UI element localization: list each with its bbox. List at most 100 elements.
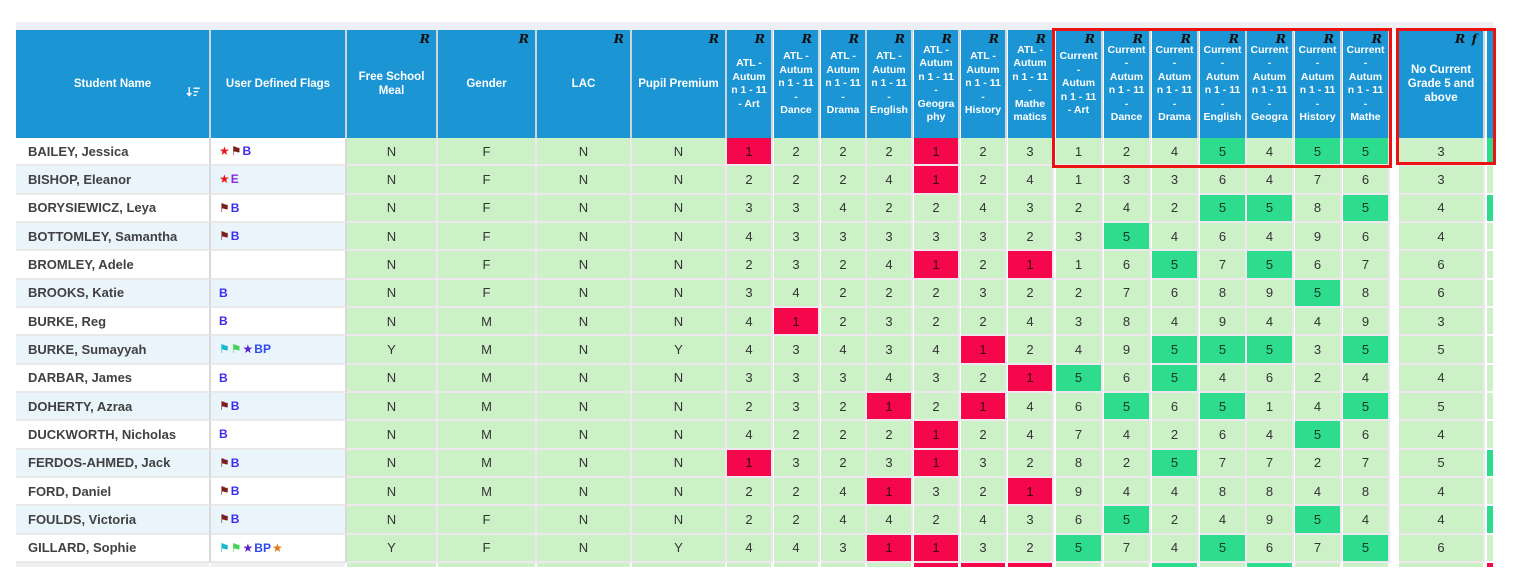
grade-cell[interactable]: 3 bbox=[1008, 506, 1054, 535]
grade-cell[interactable]: 4 bbox=[1104, 194, 1151, 223]
grade-cell[interactable]: 1 bbox=[1008, 364, 1054, 393]
grade-cell[interactable]: N bbox=[347, 166, 438, 195]
grade-cell[interactable]: 4 bbox=[1399, 194, 1485, 223]
grade-cell[interactable]: 2 bbox=[1056, 194, 1103, 223]
student-name-cell[interactable]: BAILEY, Jessica bbox=[16, 138, 211, 167]
grade-cell[interactable]: 6 bbox=[1343, 421, 1390, 450]
grade-cell[interactable]: 4 bbox=[1152, 307, 1199, 337]
column-header-atl_mathematics[interactable]: ATL - Autum n 1 - 11 - Mathe matics R bbox=[1008, 30, 1054, 138]
grade-cell[interactable]: 5 bbox=[1056, 534, 1103, 563]
grade-cell[interactable]: 2 bbox=[914, 194, 960, 223]
grade-cell[interactable]: 2 bbox=[1008, 449, 1054, 478]
column-header-current_drama[interactable]: Current - Autum n 1 - 11 - Drama R bbox=[1152, 30, 1199, 138]
user-flags-cell[interactable]: ⚑ B bbox=[211, 506, 347, 535]
grade-cell[interactable]: 4 bbox=[867, 364, 913, 393]
grade-cell[interactable]: 4 bbox=[821, 194, 867, 223]
grade-cell[interactable]: 2 bbox=[774, 166, 820, 195]
grade-cell[interactable]: 3 bbox=[961, 279, 1007, 308]
grade-cell[interactable]: 3 bbox=[961, 534, 1007, 563]
grade-cell[interactable]: 5 bbox=[1399, 449, 1485, 478]
grade-cell[interactable]: 6 bbox=[1247, 364, 1294, 393]
grade-cell[interactable]: 6 bbox=[1104, 251, 1151, 280]
grade-cell[interactable]: N bbox=[347, 138, 438, 167]
grade-cell[interactable]: N bbox=[632, 166, 727, 195]
grade-cell[interactable]: 4 bbox=[1008, 421, 1054, 450]
grade-cell[interactable]: 2 bbox=[961, 251, 1007, 280]
grade-cell[interactable]: F bbox=[438, 251, 537, 280]
grade-cell[interactable]: 4 bbox=[914, 336, 960, 365]
grade-cell[interactable]: 4 bbox=[727, 307, 773, 337]
grade-cell[interactable]: N bbox=[537, 336, 632, 365]
grade-cell[interactable]: 3 bbox=[867, 449, 913, 478]
column-header-current_art[interactable]: Current - Autum n 1 - 11 - Art R bbox=[1056, 30, 1103, 138]
grade-cell[interactable]: 2 bbox=[1008, 279, 1054, 308]
grade-cell[interactable]: F bbox=[438, 194, 537, 223]
grade-cell[interactable]: 7 bbox=[1200, 449, 1247, 478]
grade-cell[interactable]: 1 bbox=[867, 534, 913, 563]
column-header-atl_history[interactable]: ATL - Autum n 1 - 11 - History R bbox=[961, 30, 1007, 138]
grade-cell[interactable]: F bbox=[438, 279, 537, 308]
grade-cell[interactable]: 3 bbox=[1104, 166, 1151, 195]
grade-cell[interactable]: 2 bbox=[1295, 364, 1342, 393]
grade-cell[interactable]: 2 bbox=[1008, 534, 1054, 563]
grade-cell[interactable]: 9 bbox=[1295, 222, 1342, 252]
grade-cell[interactable]: 3 bbox=[774, 194, 820, 223]
grade-cell[interactable]: M bbox=[438, 307, 537, 337]
grade-cell[interactable]: N bbox=[537, 477, 632, 507]
grade-cell[interactable]: 1 bbox=[1247, 392, 1294, 422]
grade-cell[interactable]: 5 bbox=[1399, 336, 1485, 365]
grade-cell[interactable]: 3 bbox=[727, 194, 773, 223]
grade-cell[interactable]: 2 bbox=[867, 421, 913, 450]
grade-cell[interactable]: N bbox=[537, 534, 632, 563]
grade-cell[interactable]: 5 bbox=[1200, 194, 1247, 223]
grade-cell[interactable]: 2 bbox=[821, 392, 867, 422]
grade-cell[interactable]: 2 bbox=[821, 251, 867, 280]
grade-cell[interactable]: 2 bbox=[867, 138, 913, 167]
grade-cell[interactable]: 7 bbox=[1247, 449, 1294, 478]
grade-cell[interactable]: 6 bbox=[1200, 166, 1247, 195]
grade-cell[interactable]: 5 bbox=[1104, 222, 1151, 252]
grade-cell[interactable]: N bbox=[632, 449, 727, 478]
grade-cell[interactable]: 2 bbox=[914, 307, 960, 337]
grade-cell[interactable]: 6 bbox=[1295, 251, 1342, 280]
grade-cell[interactable]: 3 bbox=[1399, 138, 1485, 167]
grade-cell[interactable]: 2 bbox=[1104, 449, 1151, 478]
student-name-cell[interactable]: DARBAR, James bbox=[16, 364, 211, 393]
grade-cell[interactable]: N bbox=[632, 307, 727, 337]
grade-cell[interactable]: 6 bbox=[1343, 222, 1390, 252]
grade-cell[interactable]: N bbox=[632, 251, 727, 280]
grade-cell[interactable]: 2 bbox=[1056, 279, 1103, 308]
column-header-gender[interactable]: Gender R bbox=[438, 30, 537, 138]
grade-cell[interactable]: 5 bbox=[1399, 392, 1485, 422]
grade-cell[interactable]: 6 bbox=[1247, 534, 1294, 563]
grade-cell[interactable]: 4 bbox=[1399, 477, 1485, 507]
grade-cell[interactable]: 6 bbox=[1104, 364, 1151, 393]
grade-cell[interactable]: F bbox=[438, 222, 537, 252]
grade-cell[interactable]: 2 bbox=[1008, 336, 1054, 365]
grade-cell[interactable]: 4 bbox=[1399, 364, 1485, 393]
grade-cell[interactable]: 2 bbox=[1152, 421, 1199, 450]
grade-cell[interactable]: 1 bbox=[914, 138, 960, 167]
column-header-current_dance[interactable]: Current - Autum n 1 - 11 - Dance R bbox=[1104, 30, 1151, 138]
grade-cell[interactable]: Y bbox=[347, 336, 438, 365]
grade-cell[interactable]: 3 bbox=[821, 364, 867, 393]
student-name-cell[interactable]: BISHOP, Eleanor bbox=[16, 166, 211, 195]
grade-cell[interactable]: 4 bbox=[774, 279, 820, 308]
grade-cell[interactable]: 7 bbox=[1104, 279, 1151, 308]
grade-cell[interactable]: N bbox=[632, 138, 727, 167]
grade-cell[interactable]: 2 bbox=[867, 194, 913, 223]
grade-cell[interactable]: 2 bbox=[1295, 449, 1342, 478]
grade-cell[interactable]: N bbox=[537, 449, 632, 478]
grade-cell[interactable]: 5 bbox=[1343, 534, 1390, 563]
grade-cell[interactable]: 3 bbox=[727, 279, 773, 308]
column-header-atl_english[interactable]: ATL - Autum n 1 - 11 - English R bbox=[867, 30, 913, 138]
grade-cell[interactable]: Y bbox=[347, 534, 438, 563]
student-name-cell[interactable]: BURKE, Reg bbox=[16, 307, 211, 337]
grade-cell[interactable]: 5 bbox=[1104, 506, 1151, 535]
grade-cell[interactable]: 3 bbox=[867, 307, 913, 337]
grade-cell[interactable]: Y bbox=[632, 336, 727, 365]
student-name-cell[interactable]: FOULDS, Victoria bbox=[16, 506, 211, 535]
grade-cell[interactable]: 1 bbox=[1008, 477, 1054, 507]
grade-cell[interactable]: N bbox=[632, 364, 727, 393]
grade-cell[interactable]: 3 bbox=[774, 364, 820, 393]
